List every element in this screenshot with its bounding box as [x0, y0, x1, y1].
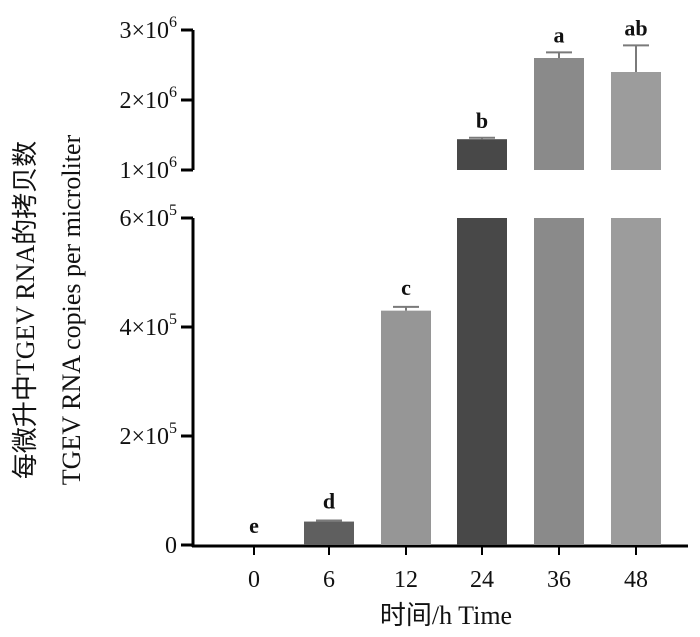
significance-label-48: ab — [624, 15, 647, 40]
bar-upper-36 — [534, 58, 584, 170]
y-axis-label-en: TGEV RNA copies per microliter — [57, 134, 86, 485]
x-tick-label-6: 6 — [323, 567, 335, 593]
y-upper-tick-label-0: 1×106 — [119, 154, 177, 184]
y-lower-tick-label-2: 4×105 — [119, 311, 177, 341]
bars-group: e d c b a ab — [249, 15, 661, 545]
x-tick-label-48: 48 — [624, 567, 648, 593]
y-upper-tick-label-2: 3×106 — [119, 14, 177, 44]
y-axis-label-cn: 每微升中TGEV RNA的拷贝数 — [11, 141, 40, 479]
bar-12 — [381, 310, 431, 545]
bar-48 — [611, 218, 661, 545]
x-axis-label: 时间/h Time — [380, 601, 512, 630]
x-tick-label-36: 36 — [547, 567, 571, 593]
significance-label-36: a — [554, 22, 565, 47]
y-axis-title: 每微升中TGEV RNA的拷贝数 TGEV RNA copies per mic… — [11, 134, 86, 485]
bar-6 — [304, 521, 354, 545]
x-tick-label-12: 12 — [394, 567, 418, 593]
significance-label-6: d — [323, 488, 335, 513]
y-upper-tick-label-1: 2×106 — [119, 84, 177, 114]
y-lower-tick-label-1: 2×105 — [119, 420, 177, 450]
x-tick-label-0: 0 — [248, 567, 260, 593]
x-tick-label-24: 24 — [470, 567, 494, 593]
y-lower-tick-label-0: 0 — [165, 533, 177, 559]
bar-upper-24 — [457, 139, 507, 170]
bar-36 — [534, 218, 584, 545]
significance-label-12: c — [401, 275, 411, 300]
significance-label-24: b — [476, 108, 488, 133]
bar-24 — [457, 218, 507, 545]
y-lower-tick-label-3: 6×105 — [119, 202, 177, 232]
bar-upper-48 — [611, 72, 661, 170]
ticks-group: 0 2×105 4×105 6×105 1×106 2×106 3×106 0 6 12 24 36 4… — [119, 14, 648, 593]
significance-label-0: e — [249, 513, 259, 538]
